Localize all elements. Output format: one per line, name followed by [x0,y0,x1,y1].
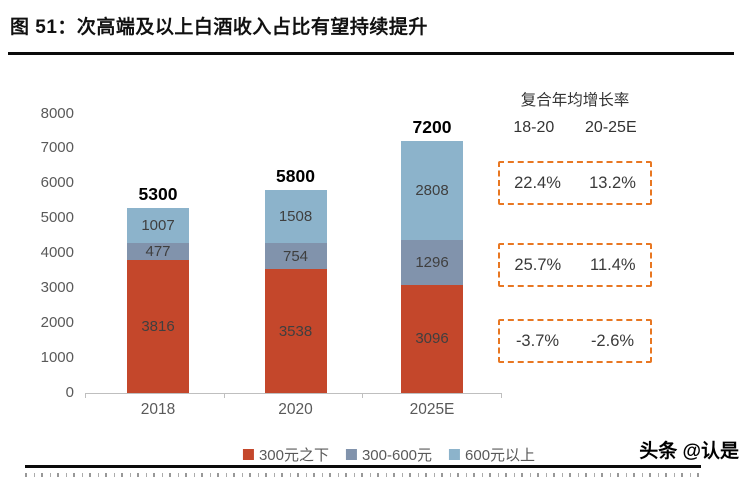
legend-label: 600元以上 [465,447,536,464]
bottom-divider [25,465,701,468]
legend-item: 300元之下 [242,444,329,465]
segment-value-label: 2808 [415,181,449,199]
bar-segment-600元以上: 2808 [401,141,463,240]
cagr-column-header: 20-25E [585,119,637,136]
x-axis-category-label: 2025E [409,401,455,418]
y-axis-tick-label: 6000 [40,174,74,192]
cagr-value: 13.2% [589,173,636,192]
legend-swatch-icon [449,449,461,460]
cagr-box-row: 25.7% 11.4% [498,243,652,287]
bar-segment-300-600元: 1296 [401,239,463,285]
x-axis-line [85,393,501,394]
legend-label: 300元之下 [258,447,329,464]
y-axis-tick-label: 0 [65,384,74,401]
figure-title: 图 51：次高端及以上白酒收入占比有望持续提升 [10,17,428,38]
bar-segment-300-600元: 754 [264,243,327,270]
cutoff-source-text [25,473,701,477]
cagr-value: 22.4% [514,173,561,192]
x-axis-tick [500,393,502,398]
segment-value-label: 1508 [278,208,313,226]
legend-item: 300-600元 [345,444,433,465]
x-axis-category-label: 2020 [278,401,313,418]
legend-label: 300-600元 [361,447,433,464]
y-axis-tick-label: 8000 [40,104,74,122]
toutiao-watermark: 头条 @认是 [639,441,739,462]
y-axis-tick-label: 5000 [40,209,74,227]
title-divider [8,52,734,55]
cagr-value: 11.4% [590,255,636,274]
segment-value-label: 754 [282,247,309,265]
segment-value-label: 3096 [415,330,449,348]
bar-segment-300元之下: 3538 [264,269,327,393]
cagr-value: -2.6% [590,331,635,350]
legend-swatch-icon [345,449,357,460]
segment-value-label: 3816 [141,317,175,335]
bar-total-label: 5800 [276,166,315,187]
cagr-box-row: -3.7% -2.6% [498,319,652,363]
segment-value-label: 1296 [415,253,449,271]
bar-segment-300-600元: 477 [127,243,189,260]
y-axis-tick-label: 2000 [40,314,74,332]
bar-segment-600元以上: 1508 [264,190,327,244]
cagr-value: 25.7% [514,255,562,274]
y-axis-tick-label: 1000 [40,349,74,367]
x-axis-tick [85,393,86,398]
cagr-box-row: 22.4% 13.2% [498,161,652,205]
bar-segment-300元之下: 3816 [127,259,189,393]
y-axis-tick-label: 7000 [40,139,74,157]
y-axis-tick-label: 3000 [40,279,74,297]
bar-segment-300元之下: 3096 [401,284,463,393]
bar-total-label: 5300 [138,183,178,204]
cagr-column-headers: 18-20 20-25E [498,119,652,137]
segment-value-label: 3538 [278,322,313,340]
legend-item: 600元以上 [449,444,535,465]
chart-legend: 300元之下 300-600元 600元以上 [242,444,535,465]
cagr-panel-title: 复合年均增长率 [520,92,630,109]
legend-swatch-icon [242,449,254,460]
bar-total-label: 7200 [412,117,452,138]
cagr-value: -3.7% [515,331,560,350]
bar-segment-600元以上: 1007 [127,207,189,243]
x-axis-category-label: 2018 [140,401,176,418]
x-axis-tick [362,393,363,398]
segment-value-label: 477 [145,242,171,260]
x-axis-tick [223,393,225,398]
y-axis-tick-label: 4000 [40,244,74,262]
cagr-column-header: 18-20 [513,119,555,136]
segment-value-label: 1007 [141,216,175,234]
